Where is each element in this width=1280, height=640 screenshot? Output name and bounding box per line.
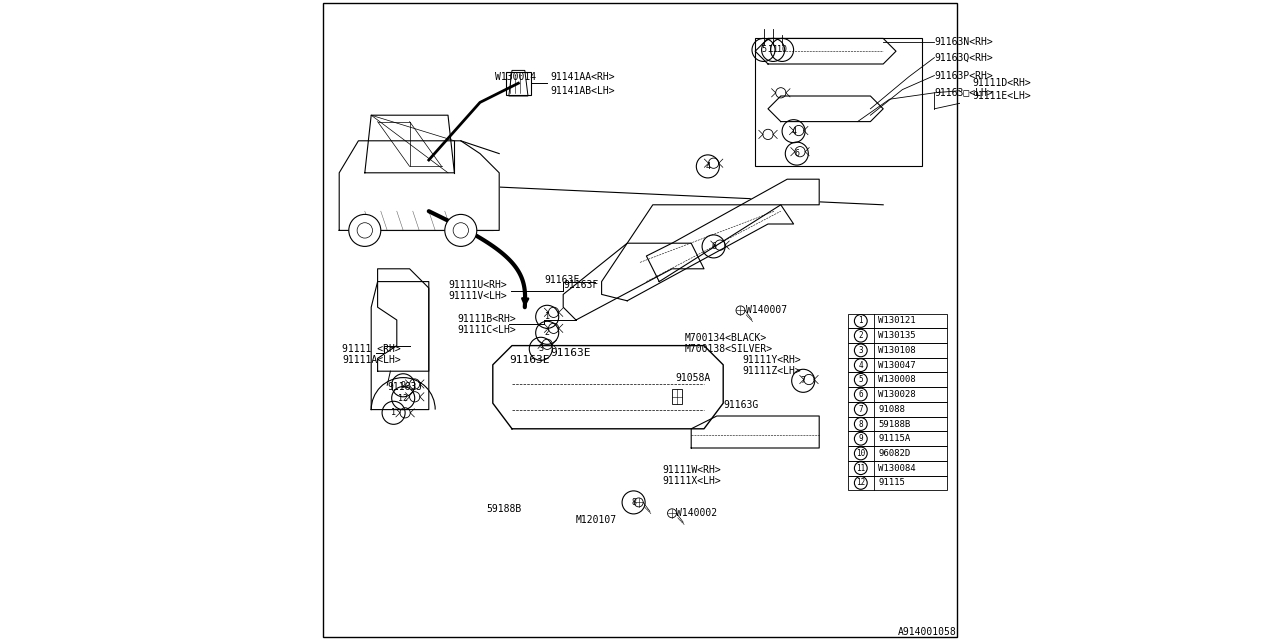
Text: 91163E: 91163E: [508, 355, 549, 365]
Text: 91111A<LH>: 91111A<LH>: [343, 355, 401, 365]
Text: M120107: M120107: [576, 515, 617, 525]
Text: 91163□<LH>: 91163□<LH>: [934, 88, 993, 98]
Text: 10: 10: [856, 449, 865, 458]
Text: 91163N<RH>: 91163N<RH>: [934, 36, 993, 47]
Text: 91111D<RH>: 91111D<RH>: [973, 78, 1032, 88]
Text: W140007: W140007: [745, 305, 787, 316]
Text: 91111E<LH>: 91111E<LH>: [973, 91, 1032, 101]
Text: 5: 5: [859, 375, 863, 385]
Text: M700134<BLACK>: M700134<BLACK>: [685, 333, 767, 343]
Text: A914001058: A914001058: [899, 627, 957, 637]
Text: 91111Z<LH>: 91111Z<LH>: [742, 366, 801, 376]
Text: 4: 4: [791, 127, 796, 136]
Text: 91058A: 91058A: [676, 372, 710, 383]
Text: 12: 12: [398, 394, 408, 403]
Text: 91163P<RH>: 91163P<RH>: [934, 70, 993, 81]
Text: 59188B: 59188B: [878, 419, 910, 429]
Text: 4: 4: [705, 162, 710, 171]
Text: 91141AB<LH>: 91141AB<LH>: [550, 86, 614, 96]
Text: 91163F: 91163F: [563, 280, 599, 290]
Text: 8: 8: [859, 419, 863, 429]
Text: 91163Q<RH>: 91163Q<RH>: [934, 52, 993, 63]
Polygon shape: [339, 141, 499, 230]
Text: 4: 4: [859, 360, 863, 370]
Text: W130047: W130047: [878, 360, 915, 370]
Text: 91111W<RH>: 91111W<RH>: [663, 465, 721, 476]
Circle shape: [348, 214, 381, 246]
Text: 8: 8: [631, 498, 636, 507]
Text: 6: 6: [795, 149, 799, 158]
Circle shape: [445, 214, 477, 246]
Text: 91111Y<RH>: 91111Y<RH>: [742, 355, 801, 365]
Polygon shape: [365, 115, 454, 173]
Text: 9: 9: [859, 434, 863, 444]
Text: W130014: W130014: [494, 72, 536, 82]
Text: 96082D: 96082D: [878, 449, 910, 458]
Text: 6: 6: [712, 242, 716, 251]
Text: 9: 9: [401, 381, 406, 390]
Text: 91115: 91115: [878, 478, 905, 488]
Polygon shape: [493, 346, 723, 429]
Text: 11: 11: [768, 45, 778, 54]
Text: 1: 1: [859, 316, 863, 326]
Text: 59188B: 59188B: [486, 504, 522, 514]
Text: 3: 3: [859, 346, 863, 355]
Polygon shape: [602, 205, 794, 301]
Text: 10: 10: [777, 45, 787, 54]
Text: W130084: W130084: [878, 463, 915, 473]
Text: W130028: W130028: [878, 390, 915, 399]
Text: 91111U<RH>: 91111U<RH>: [448, 280, 507, 290]
Text: 12: 12: [856, 478, 865, 488]
Text: 91163J: 91163J: [387, 382, 422, 392]
Text: 1: 1: [545, 312, 549, 321]
Text: 91141AA<RH>: 91141AA<RH>: [550, 72, 614, 82]
Text: 91111X<LH>: 91111X<LH>: [663, 476, 721, 486]
Text: 91163E: 91163E: [550, 348, 591, 358]
Text: 91111V<LH>: 91111V<LH>: [448, 291, 507, 301]
Text: 91111 <RH>: 91111 <RH>: [343, 344, 401, 354]
Text: 91163F: 91163F: [544, 275, 580, 285]
Text: 2: 2: [545, 328, 549, 337]
Polygon shape: [691, 416, 819, 448]
Text: 2: 2: [859, 331, 863, 340]
Text: W130121: W130121: [878, 316, 915, 326]
Text: W130135: W130135: [878, 331, 915, 340]
Text: 91163G: 91163G: [723, 399, 759, 410]
Text: 91111C<LH>: 91111C<LH>: [458, 325, 516, 335]
Polygon shape: [371, 282, 429, 410]
Text: 7: 7: [801, 376, 805, 385]
Text: 1: 1: [392, 408, 396, 417]
Text: 5: 5: [762, 45, 765, 54]
Polygon shape: [563, 243, 704, 320]
Text: M700138<SILVER>: M700138<SILVER>: [685, 344, 773, 354]
Text: 7: 7: [859, 404, 863, 414]
Text: W130008: W130008: [878, 375, 915, 385]
Text: 3: 3: [539, 344, 543, 353]
Text: W130108: W130108: [878, 346, 915, 355]
Polygon shape: [768, 96, 883, 122]
Text: W140002: W140002: [677, 508, 718, 518]
Polygon shape: [755, 38, 896, 64]
Text: 91111B<RH>: 91111B<RH>: [458, 314, 516, 324]
Text: 11: 11: [856, 463, 865, 473]
Polygon shape: [646, 179, 819, 282]
Polygon shape: [378, 269, 429, 371]
Text: 6: 6: [859, 390, 863, 399]
Text: 91115A: 91115A: [878, 434, 910, 444]
Text: 91088: 91088: [878, 404, 905, 414]
